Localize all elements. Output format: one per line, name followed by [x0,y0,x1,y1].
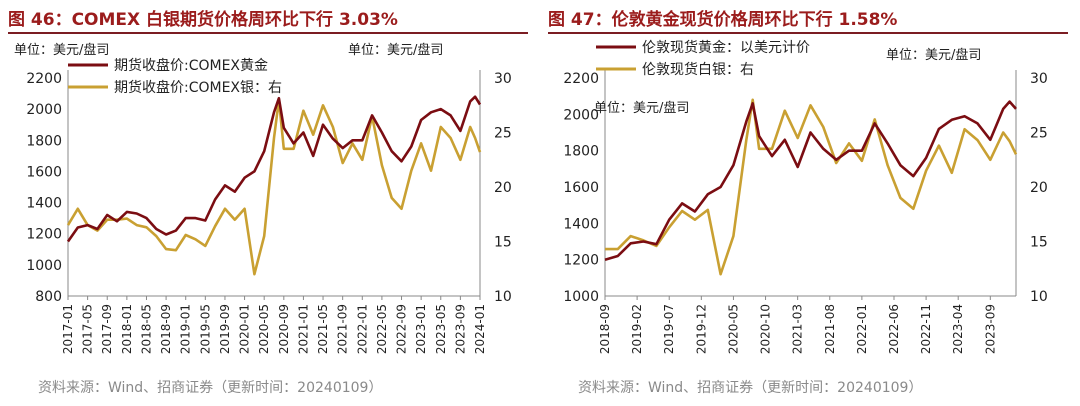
x-tick-label: 2022-01 [855,304,869,354]
title-divider [8,32,528,34]
x-tick-label: 2021-03 [791,304,805,354]
y-right-tick-label: 30 [1030,71,1048,87]
y-left-tick-label: 1400 [563,216,599,232]
x-tick-label: 2024-01 [473,304,487,354]
unit-label-right: 单位：美元/盘司 [886,47,981,63]
x-tick-label: 2023-04 [951,304,965,354]
x-tick-label: 2022-05 [375,304,389,354]
x-tick-label: 2021-01 [296,304,310,354]
x-tick-label: 2017-01 [61,304,75,354]
y-left-tick-label: 1800 [26,133,62,149]
y-right-tick-label: 25 [1030,126,1048,142]
chart-panel-london-gold: 图 47：伦敦黄金现货价格周环比下行 1.58% 1000 1200 1400 160… [548,0,1078,406]
x-tick-label: 2019-12 [694,304,708,354]
source-note: 资料来源：Wind、招商证券（更新时间：20240109） [38,380,383,396]
x-tick-label: 2022-09 [395,304,409,354]
chart-london-gold: 1000 1200 1400 1600 1800 2000 2200 10 15 20 25 30 20… [563,39,1048,354]
y-right-tick-label: 15 [1030,235,1048,251]
chart-comex-silver: 800 1000 1200 1400 1600 1800 2000 2200 10 15 20 25 3… [14,42,512,354]
x-tick-label: 2021-09 [336,304,350,354]
series-line-gold [66,95,482,243]
y-left-tick-label: 1800 [563,144,599,160]
source-note: 资料来源：Wind、招商证券（更新时间：20240109） [578,380,923,396]
legend-label: 期货收盘价:COMEX黄金 [114,57,268,74]
y-right-tick-label: 20 [494,180,512,196]
x-tick-label: 2018-09 [159,304,173,354]
series-line-silver [605,98,1018,276]
y-left-tick-label: 1200 [26,227,62,243]
x-tick-label: 2023-09 [453,304,467,354]
y-right-tick-label: 10 [1030,289,1048,305]
unit-label-left: 单位：美元/盘司 [14,42,109,58]
x-tick-label: 2020-01 [238,304,252,354]
title-divider [548,32,1068,34]
x-tick-label: 2017-09 [100,304,114,354]
y-left-tick-label: 1600 [26,164,62,180]
y-left-tick-label: 1000 [563,289,599,305]
y-left-tick-label: 1600 [563,180,599,196]
unit-label-right: 单位：美元/盘司 [348,42,443,58]
x-tick-label: 2019-01 [179,304,193,354]
x-tick-label: 2023-05 [434,304,448,354]
legend-label: 伦敦现货白银：右 [642,61,754,78]
x-tick-label: 2019-07 [662,304,676,354]
x-tick-label: 2021-08 [823,304,837,354]
y-left-tick-label: 1000 [26,258,62,274]
y-right-tick-label: 15 [494,235,512,251]
x-tick-label: 2017-05 [81,304,95,354]
unit-label-left: 单位：美元/盘司 [594,100,689,116]
x-tick-label: 2023-09 [983,304,997,354]
x-tick-label: 2019-05 [198,304,212,354]
y-right-tick-label: 20 [1030,180,1048,196]
x-tick-label: 2022-01 [355,304,369,354]
chart-title: 图 47：伦敦黄金现货价格周环比下行 1.58% [548,10,898,30]
x-tick-label: 2022-06 [887,304,901,354]
legend-label: 伦敦现货黄金：以美元计价 [642,39,810,56]
x-tick-label: 2019-02 [630,304,644,354]
y-left-tick-label: 1200 [563,253,599,269]
y-left-tick-label: 2200 [563,71,599,87]
x-tick-label: 2022-11 [919,304,933,354]
x-tick-label: 2018-09 [598,304,612,354]
y-left-tick-label: 2200 [26,71,62,87]
series-line-gold [604,100,1017,261]
y-left-tick-label: 800 [35,289,62,305]
y-left-tick-label: 1400 [26,196,62,212]
y-right-tick-label: 30 [494,71,512,87]
y-right-tick-label: 10 [494,289,512,305]
x-tick-label: 2020-10 [759,304,773,354]
chart-title: 图 46：COMEX 白银期货价格周环比下行 3.03% [8,10,398,30]
x-tick-label: 2018-01 [120,304,134,354]
x-tick-label: 2019-09 [218,304,232,354]
x-tick-label: 2021-05 [316,304,330,354]
x-tick-label: 2020-05 [726,304,740,354]
y-right-tick-label: 25 [494,126,512,142]
y-left-tick-label: 2000 [26,102,62,118]
y-left-tick-label: 2000 [563,107,599,123]
x-tick-label: 2020-05 [257,304,271,354]
x-tick-label: 2023-01 [414,304,428,354]
legend-label: 期货收盘价:COMEX银：右 [114,79,282,96]
x-tick-label: 2018-05 [139,304,153,354]
chart-panel-comex-silver: 图 46：COMEX 白银期货价格周环比下行 3.03% 800 1000 1200… [8,0,538,406]
x-tick-label: 2020-09 [277,304,291,354]
